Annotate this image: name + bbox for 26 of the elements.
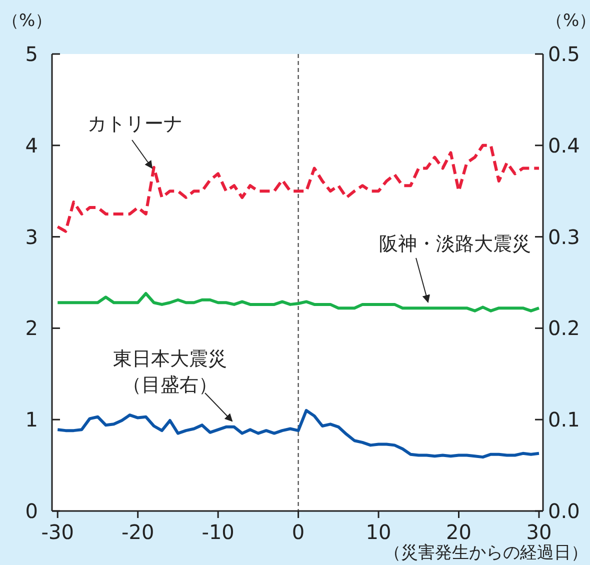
x-tick-label: -30 xyxy=(41,520,74,544)
text: 東日本大震災 xyxy=(113,348,227,370)
y2-tick-label: 0.5 xyxy=(548,42,580,66)
y2-tick-label: 0.2 xyxy=(548,316,580,340)
x-tick-label: 10 xyxy=(366,520,392,544)
y-tick-label: 5 xyxy=(25,42,38,66)
x-tick-label: 20 xyxy=(446,520,472,544)
x-tick-label: 30 xyxy=(526,520,552,544)
y-tick-label: 4 xyxy=(25,133,38,158)
y2-tick-label: 0.0 xyxy=(548,499,580,523)
y-tick-label: 0 xyxy=(25,499,38,523)
y-tick-label: 2 xyxy=(25,316,38,340)
y2-tick-label: 0.1 xyxy=(548,408,580,432)
y-axis-title: （%） xyxy=(2,11,52,31)
annotation: （目盛右） xyxy=(122,374,218,396)
text: 阪神・淡路大震災 xyxy=(379,233,531,255)
y-tick-label: 3 xyxy=(25,224,38,249)
x-tick-label: -20 xyxy=(122,520,154,544)
x-tick-label: 0 xyxy=(292,520,305,544)
x-axis-title: （災害発生からの経過日） xyxy=(384,543,588,563)
y2-axis-title: （%） xyxy=(546,11,590,31)
y2-tick-label: 0.3 xyxy=(548,224,580,249)
text: カトリーナ xyxy=(88,113,182,135)
x-tick-label: -10 xyxy=(202,520,234,544)
y2-tick-label: 0.4 xyxy=(548,133,580,158)
y-tick-label: 1 xyxy=(25,408,38,432)
